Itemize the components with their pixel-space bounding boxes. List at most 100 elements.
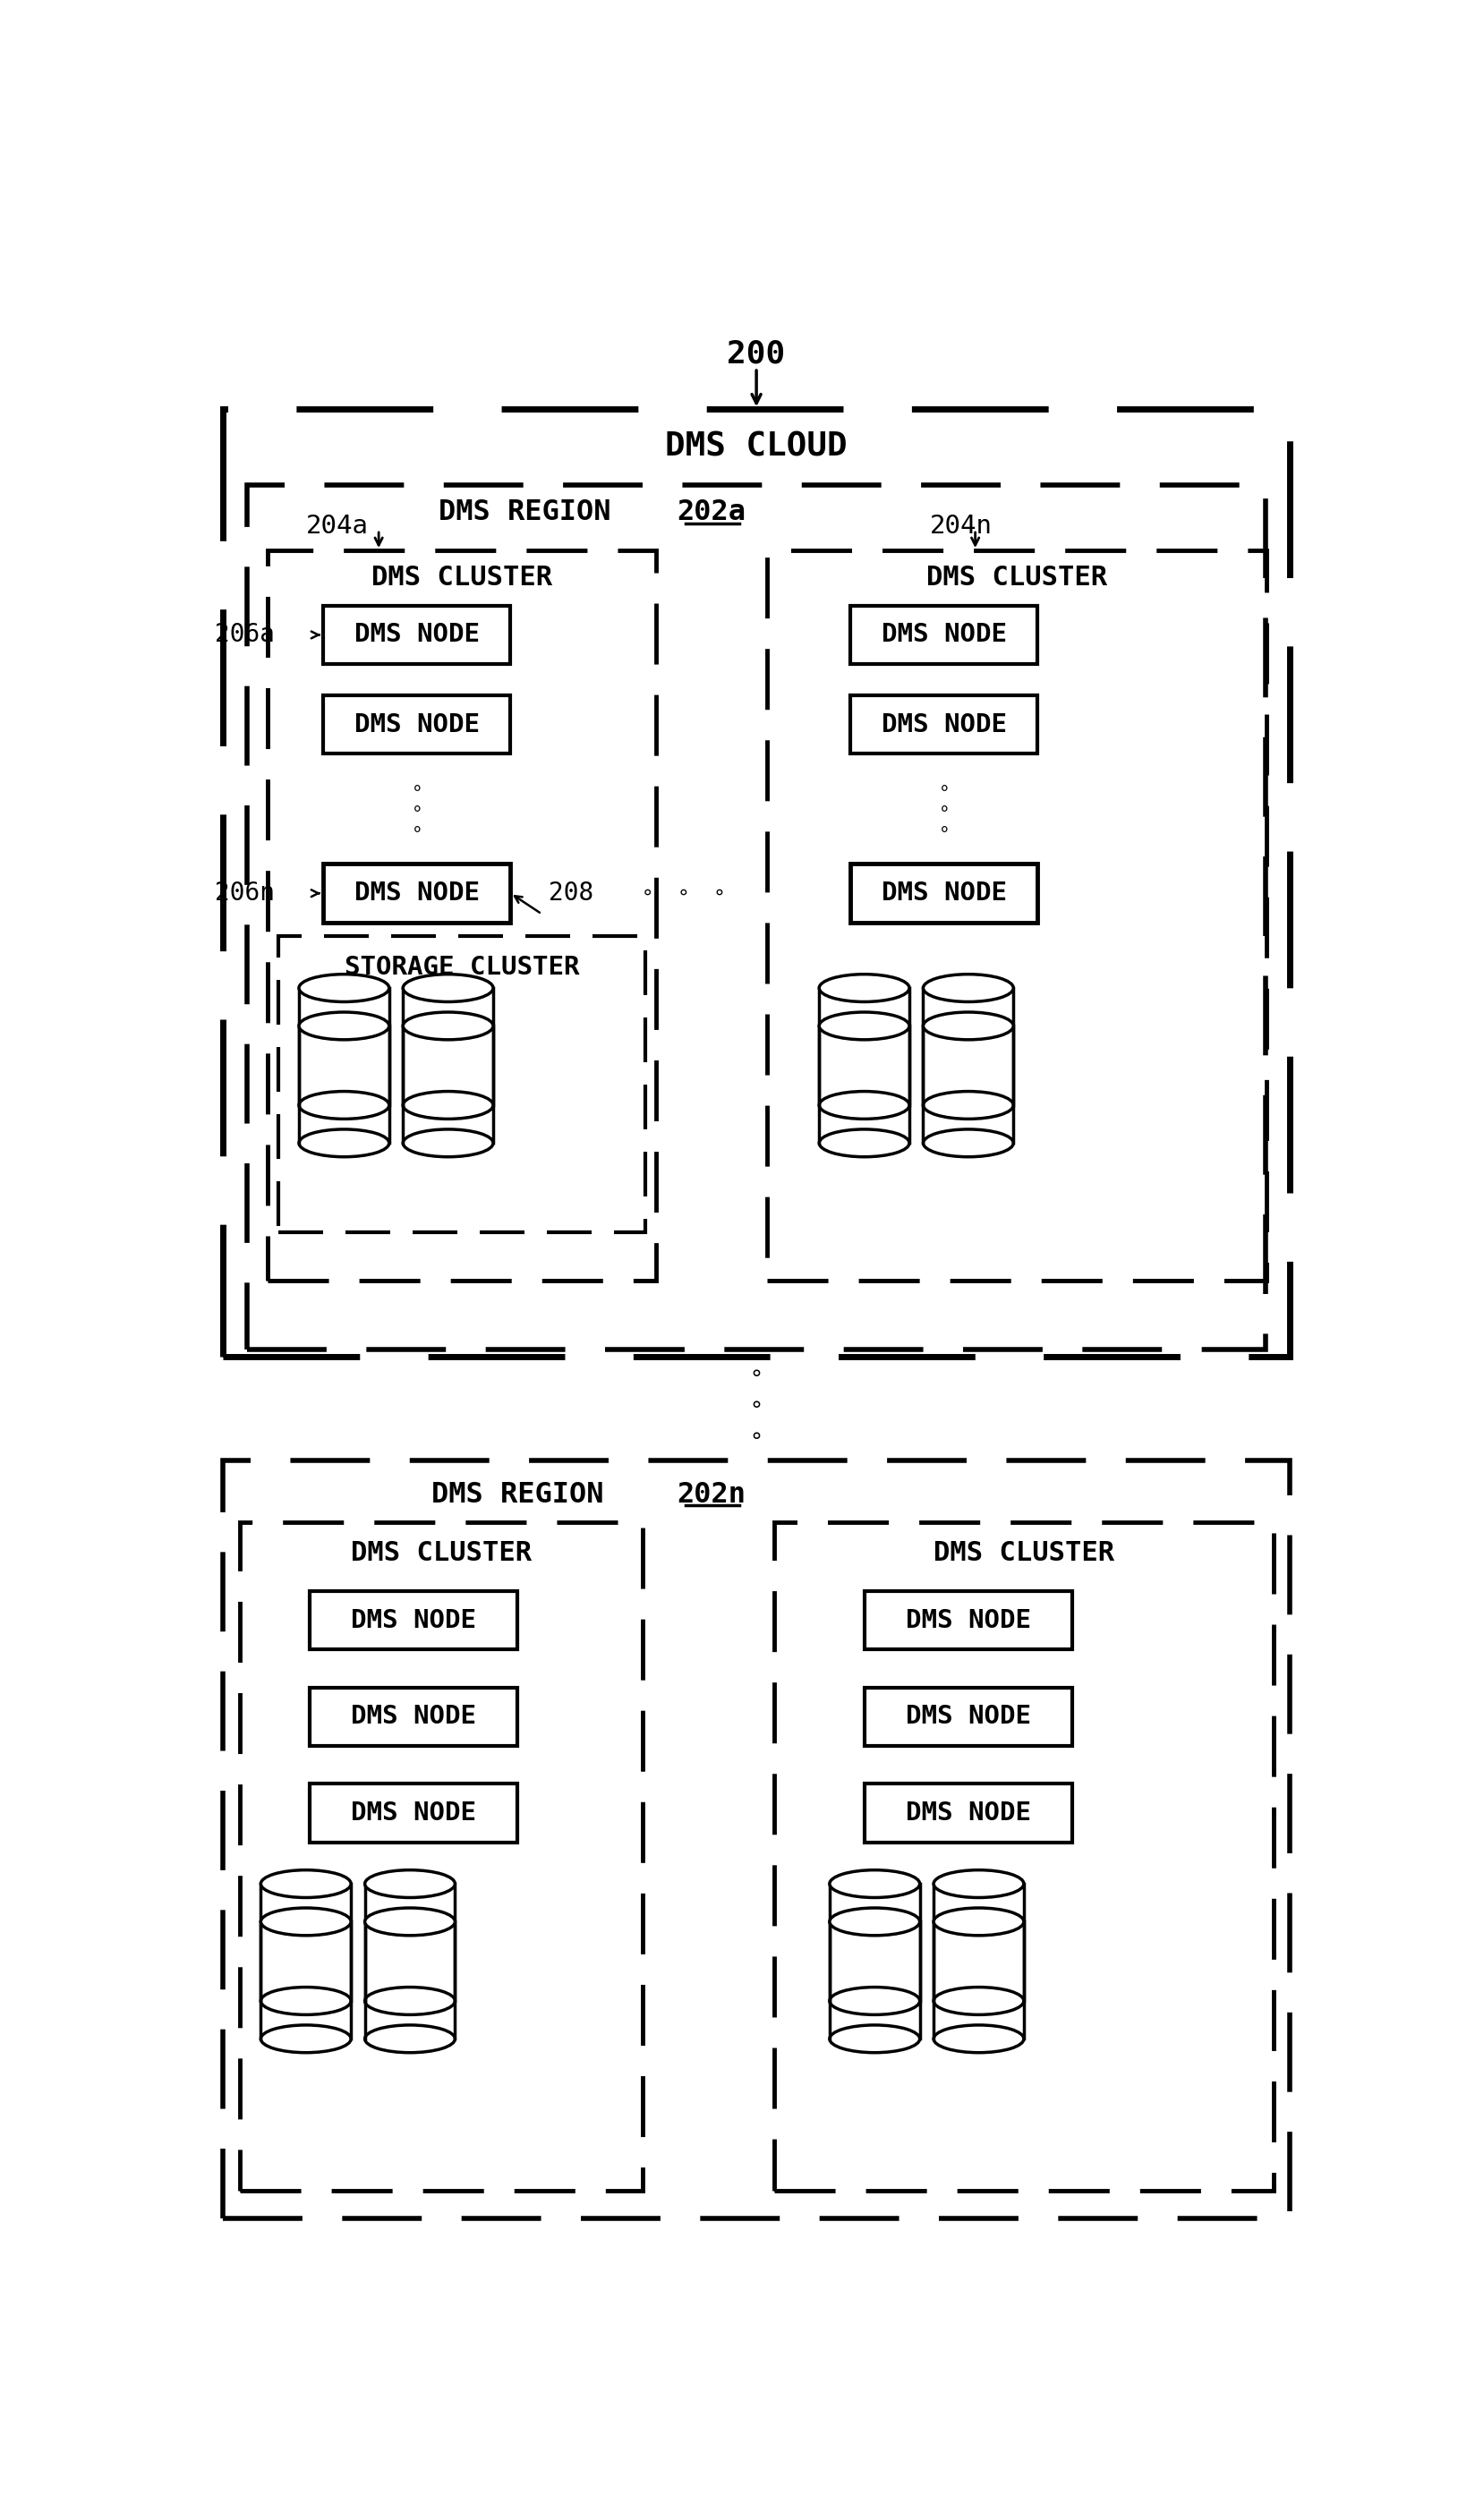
Text: ∘: ∘: [749, 1426, 763, 1446]
Text: ∘  ∘  ∘: ∘ ∘ ∘: [642, 885, 726, 902]
Ellipse shape: [829, 1908, 919, 1935]
Text: 206n: 206n: [214, 882, 274, 905]
Ellipse shape: [923, 975, 1013, 1003]
Text: 206a: 206a: [214, 622, 274, 648]
Bar: [364, 1923, 454, 2039]
Bar: [829, 1923, 919, 2039]
Bar: [819, 988, 909, 1106]
Bar: [246, 484, 1266, 1351]
Bar: [364, 1885, 454, 2001]
Text: ∘: ∘: [938, 822, 948, 839]
Text: STORAGE CLUSTER: STORAGE CLUSTER: [344, 955, 580, 980]
Text: DMS CLUSTER: DMS CLUSTER: [372, 564, 552, 592]
Text: DMS NODE: DMS NODE: [354, 882, 479, 905]
Text: ∘: ∘: [412, 779, 422, 796]
Ellipse shape: [364, 1988, 454, 2013]
Text: DMS NODE: DMS NODE: [906, 1608, 1031, 1633]
Text: 208: 208: [549, 882, 593, 905]
Ellipse shape: [934, 2026, 1024, 2054]
Bar: [403, 1026, 493, 1144]
Ellipse shape: [923, 1129, 1013, 1157]
Text: ∘: ∘: [938, 799, 948, 819]
Bar: [934, 1923, 1024, 2039]
Text: ∘: ∘: [749, 1363, 763, 1383]
Ellipse shape: [819, 1129, 909, 1157]
Text: 202a: 202a: [677, 499, 746, 527]
Ellipse shape: [364, 1908, 454, 1935]
Text: 204n: 204n: [929, 514, 993, 539]
Bar: [864, 1688, 1072, 1746]
Ellipse shape: [934, 1908, 1024, 1935]
Bar: [934, 1885, 1024, 2001]
Bar: [240, 1522, 642, 2190]
Bar: [223, 1459, 1289, 2218]
Ellipse shape: [299, 1129, 389, 1157]
Ellipse shape: [364, 1870, 454, 1898]
Text: DMS NODE: DMS NODE: [881, 713, 1006, 736]
Ellipse shape: [299, 1013, 389, 1041]
Bar: [223, 408, 1289, 1356]
Text: DMS NODE: DMS NODE: [906, 1704, 1031, 1729]
Bar: [323, 696, 510, 753]
Text: ∘: ∘: [938, 779, 948, 796]
Text: 202n: 202n: [677, 1482, 746, 1509]
Bar: [923, 988, 1013, 1106]
Bar: [323, 605, 510, 665]
Bar: [310, 1784, 518, 1842]
Ellipse shape: [403, 975, 493, 1003]
Ellipse shape: [819, 1013, 909, 1041]
Text: DMS NODE: DMS NODE: [351, 1704, 476, 1729]
Bar: [923, 1026, 1013, 1144]
Ellipse shape: [261, 2026, 351, 2054]
Bar: [850, 605, 1037, 665]
Ellipse shape: [819, 975, 909, 1003]
Bar: [299, 1026, 389, 1144]
Ellipse shape: [934, 1870, 1024, 1898]
Text: 200: 200: [727, 338, 785, 370]
Bar: [323, 864, 510, 922]
Text: DMS NODE: DMS NODE: [881, 622, 1006, 648]
Ellipse shape: [403, 1013, 493, 1041]
Ellipse shape: [261, 1870, 351, 1898]
Ellipse shape: [261, 1988, 351, 2013]
Ellipse shape: [829, 1870, 919, 1898]
Ellipse shape: [934, 1988, 1024, 2013]
Text: DMS CLUSTER: DMS CLUSTER: [932, 1540, 1114, 1565]
Bar: [403, 988, 493, 1106]
Text: DMS CLUSTER: DMS CLUSTER: [351, 1540, 531, 1565]
Bar: [261, 1885, 351, 2001]
Ellipse shape: [819, 1091, 909, 1119]
Text: DMS CLUSTER: DMS CLUSTER: [926, 564, 1106, 592]
Ellipse shape: [299, 975, 389, 1003]
Bar: [819, 1026, 909, 1144]
Bar: [310, 1590, 518, 1651]
Ellipse shape: [829, 2026, 919, 2054]
Bar: [261, 1923, 351, 2039]
Ellipse shape: [829, 1988, 919, 2013]
Bar: [850, 696, 1037, 753]
Bar: [310, 1688, 518, 1746]
Text: 204a: 204a: [305, 514, 369, 539]
Ellipse shape: [299, 1091, 389, 1119]
Text: ∘: ∘: [412, 822, 422, 839]
Text: ∘: ∘: [412, 799, 422, 819]
Text: DMS NODE: DMS NODE: [351, 1802, 476, 1824]
Ellipse shape: [364, 2026, 454, 2054]
Text: DMS NODE: DMS NODE: [354, 622, 479, 648]
Bar: [773, 1522, 1273, 2190]
Text: DMS REGION: DMS REGION: [431, 1482, 603, 1509]
Bar: [864, 1784, 1072, 1842]
Ellipse shape: [403, 1129, 493, 1157]
Bar: [864, 1590, 1072, 1651]
Text: ∘: ∘: [749, 1394, 763, 1416]
Ellipse shape: [923, 1013, 1013, 1041]
Bar: [277, 937, 646, 1232]
Text: DMS NODE: DMS NODE: [906, 1802, 1031, 1824]
Text: DMS NODE: DMS NODE: [881, 882, 1006, 905]
Bar: [299, 988, 389, 1106]
Bar: [267, 549, 656, 1280]
Text: DMS NODE: DMS NODE: [351, 1608, 476, 1633]
Ellipse shape: [403, 1091, 493, 1119]
Text: DMS REGION: DMS REGION: [438, 499, 611, 527]
Text: DMS CLOUD: DMS CLOUD: [665, 431, 847, 464]
